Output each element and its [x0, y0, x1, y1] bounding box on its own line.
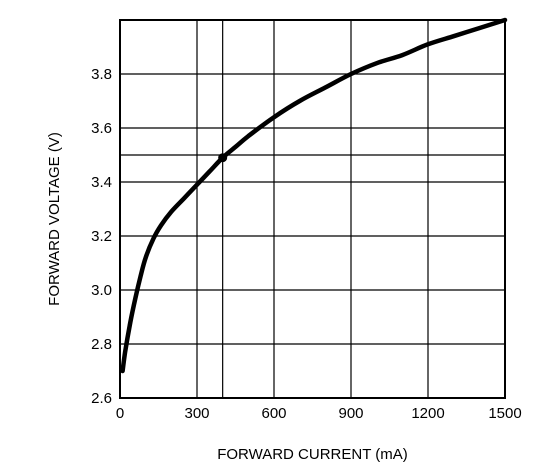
x-tick-label: 1200	[411, 405, 444, 422]
y-tick-label: 2.6	[91, 390, 112, 407]
y-tick-label: 3.6	[91, 120, 112, 137]
y-tick-label: 3.8	[91, 66, 112, 83]
x-tick-label: 600	[261, 405, 286, 422]
series-layer	[120, 17, 508, 374]
x-tick-label: 900	[338, 405, 363, 422]
plot-frame	[119, 19, 506, 399]
x-tick-labels: 0 300 600 900 1200 1500	[116, 405, 522, 422]
y-tick-label: 3.2	[91, 228, 112, 245]
series-line	[120, 17, 508, 374]
x-tick-label: 1500	[488, 405, 521, 422]
y-tick-labels: 2.6 2.8 3.0 3.2 3.4 3.6 3.8	[91, 66, 112, 407]
x-tick-label: 0	[116, 405, 124, 422]
y-axis-title: FORWARD VOLTAGE (V)	[46, 132, 63, 306]
y-tick-label: 3.0	[91, 282, 112, 299]
y-tick-label: 3.4	[91, 174, 112, 191]
x-tick-label: 300	[184, 405, 209, 422]
y-tick-label: 2.8	[91, 336, 112, 353]
data-point-marker	[218, 153, 228, 163]
grid	[120, 20, 505, 398]
x-axis-title: FORWARD CURRENT (mA)	[217, 446, 408, 463]
